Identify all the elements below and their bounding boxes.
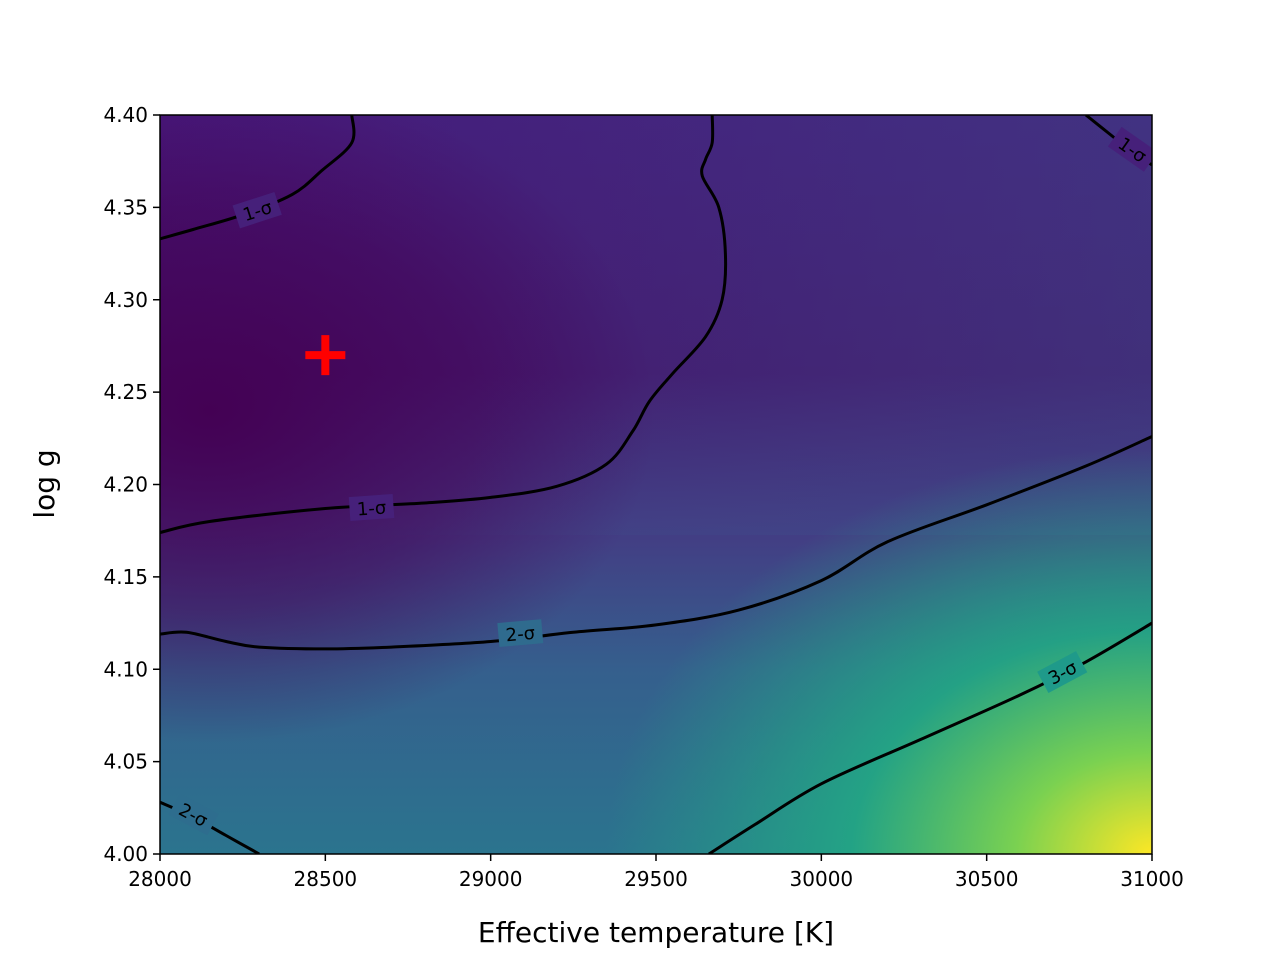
y-axis: 4.00 4.05 4.10 4.15 4.20 4.25 4.30 4.35 4.40 [103,103,160,866]
plot-area: 1-σ1-σ1-σ2-σ2-σ3-σ [160,115,1152,854]
y-tick-label: 4.25 [103,380,148,404]
y-tick-label: 4.30 [103,288,148,312]
y-tick-label: 4.20 [103,473,148,497]
y-axis-title: log g [28,449,61,518]
y-tick-label: 4.00 [103,842,148,866]
contour-label-gap [348,493,395,522]
x-tick-label: 29000 [459,867,523,891]
contour-label-gap [168,793,219,836]
x-tick-label: 31000 [1120,867,1184,891]
contour-label: 1-σ [356,498,387,521]
y-tick-label: 4.10 [103,657,148,681]
contour-line [708,621,1152,854]
contour-label-gap [497,619,544,647]
marker-layer [305,335,346,376]
y-tick-label: 4.15 [103,565,148,589]
contour-label: 2-σ [505,623,536,646]
x-axis-title: Effective temperature [K] [478,916,834,949]
y-tick-label: 4.05 [103,750,148,774]
x-axis: 28000 28500 29000 29500 30000 30500 31000 [128,854,1184,891]
x-tick-label: 29500 [624,867,688,891]
contour-layer: 1-σ1-σ1-σ2-σ2-σ3-σ [160,115,1152,854]
x-tick-label: 28500 [294,867,358,891]
x-tick-label: 30500 [955,867,1019,891]
contour-label-gap [232,191,282,229]
contour-line [160,435,1152,651]
x-tick-label: 30000 [790,867,854,891]
y-tick-label: 4.35 [103,195,148,219]
x-tick-label: 28000 [128,867,192,891]
heatmap-maximum-region [160,115,1152,854]
contour-label-group: 2-σ [497,619,544,647]
contour-line [160,115,356,241]
y-tick-label: 4.40 [103,103,148,127]
contour-label-group: 1-σ [348,493,395,522]
contour-label-gap [1107,126,1152,172]
contour-label-gap [1037,651,1088,693]
